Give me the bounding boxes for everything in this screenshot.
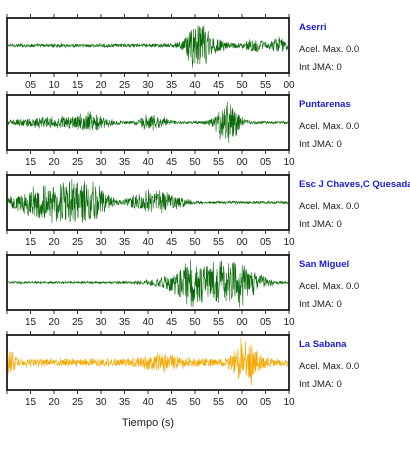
x-tick-label: 20: [48, 237, 60, 248]
waveform-trace: [7, 179, 289, 223]
waveform-trace: [7, 337, 289, 386]
x-tick-label: 25: [72, 157, 84, 168]
station-name: Puntarenas: [299, 99, 351, 110]
x-tick-label: 30: [142, 80, 154, 91]
x-tick-label: 20: [48, 317, 60, 328]
x-tick-label: 40: [189, 80, 201, 91]
acel-max-label: Acel. Max. 0.0: [299, 281, 359, 292]
panels-group: 05 10 15 20 25 30 35 40 45 50 55 00 Aserri Acel. Max.…: [6, 14, 410, 408]
x-tick-label: 40: [142, 157, 154, 168]
x-tick-label: 50: [189, 157, 201, 168]
x-tick-label: 30: [95, 317, 107, 328]
x-tick-label: 55: [213, 397, 225, 408]
x-tick-label: 45: [213, 80, 225, 91]
int-jma-label: Int JMA: 0: [299, 139, 342, 150]
x-tick-label: 10: [283, 397, 295, 408]
x-tick-label: 30: [95, 397, 107, 408]
x-tick-label: 50: [189, 397, 201, 408]
station-name: Esc J Chaves,C Quesada: [299, 179, 410, 190]
panel-2: 15 20 25 30 35 40 45 50 55 00 05 10 Puntarenas Acel. …: [6, 91, 359, 168]
waveform-trace: [7, 101, 289, 143]
int-jma-label: Int JMA: 0: [299, 62, 342, 73]
x-tick-label: 35: [119, 237, 131, 248]
x-tick-label: 15: [72, 80, 84, 91]
x-tick-label: 50: [189, 237, 201, 248]
x-tick-label: 15: [25, 157, 37, 168]
x-tick-label: 35: [119, 157, 131, 168]
waveform-trace: [7, 25, 289, 68]
x-tick-label: 05: [260, 237, 272, 248]
x-tick-label: 20: [48, 157, 60, 168]
x-tick-label: 40: [142, 317, 154, 328]
x-tick-label: 45: [166, 157, 178, 168]
waveform-trace: [7, 259, 289, 308]
x-tick-label: 40: [142, 397, 154, 408]
panel-1: 05 10 15 20 25 30 35 40 45 50 55 00 Aserri Acel. Max.…: [6, 14, 359, 91]
x-tick-label: 10: [48, 80, 60, 91]
acel-max-label: Acel. Max. 0.0: [299, 201, 359, 212]
station-name: Aserri: [299, 22, 326, 33]
x-tick-label: 00: [236, 237, 248, 248]
x-tick-label: 55: [213, 317, 225, 328]
x-tick-label: 30: [95, 157, 107, 168]
x-tick-label: 05: [260, 317, 272, 328]
x-tick-label: 40: [142, 237, 154, 248]
x-tick-label: 35: [166, 80, 178, 91]
x-tick-label: 30: [95, 237, 107, 248]
x-tick-label: 45: [166, 317, 178, 328]
x-tick-label: 55: [213, 157, 225, 168]
x-tick-label: 55: [213, 237, 225, 248]
x-tick-label: 25: [72, 397, 84, 408]
acel-max-label: Acel. Max. 0.0: [299, 44, 359, 55]
acel-max-label: Acel. Max. 0.0: [299, 121, 359, 132]
x-tick-label: 55: [260, 80, 272, 91]
x-tick-label: 00: [236, 397, 248, 408]
x-tick-label: 00: [236, 157, 248, 168]
int-jma-label: Int JMA: 0: [299, 219, 342, 230]
x-tick-label: 50: [189, 317, 201, 328]
x-tick-label: 50: [236, 80, 248, 91]
acel-max-label: Acel. Max. 0.0: [299, 361, 359, 372]
x-tick-label: 20: [48, 397, 60, 408]
x-tick-label: 00: [283, 80, 295, 91]
x-tick-label: 15: [25, 317, 37, 328]
station-name: La Sabana: [299, 339, 347, 350]
x-tick-label: 25: [119, 80, 131, 91]
panel-5: 15 20 25 30 35 40 45 50 55 00 05 10 La Sabana Acel. M…: [6, 331, 359, 408]
station-name: San Miguel: [299, 259, 349, 270]
x-axis-title: Tiempo (s): [122, 417, 174, 429]
x-tick-label: 45: [166, 237, 178, 248]
x-tick-label: 45: [166, 397, 178, 408]
x-tick-label: 35: [119, 397, 131, 408]
x-tick-label: 05: [260, 157, 272, 168]
x-tick-label: 10: [283, 237, 295, 248]
x-tick-label: 25: [72, 317, 84, 328]
int-jma-label: Int JMA: 0: [299, 299, 342, 310]
panel-4: 15 20 25 30 35 40 45 50 55 00 05 10 San Miguel Acel. …: [6, 251, 359, 328]
x-tick-label: 25: [72, 237, 84, 248]
x-tick-label: 15: [25, 237, 37, 248]
x-tick-label: 35: [119, 317, 131, 328]
x-tick-label: 05: [25, 80, 37, 91]
x-tick-label: 00: [236, 317, 248, 328]
x-tick-label: 10: [283, 317, 295, 328]
x-tick-label: 15: [25, 397, 37, 408]
x-tick-label: 20: [95, 80, 107, 91]
panel-3: 15 20 25 30 35 40 45 50 55 00 05 10 Esc J Chaves,C Q…: [6, 171, 410, 248]
x-tick-label: 05: [260, 397, 272, 408]
x-tick-label: 10: [283, 157, 295, 168]
int-jma-label: Int JMA: 0: [299, 379, 342, 390]
